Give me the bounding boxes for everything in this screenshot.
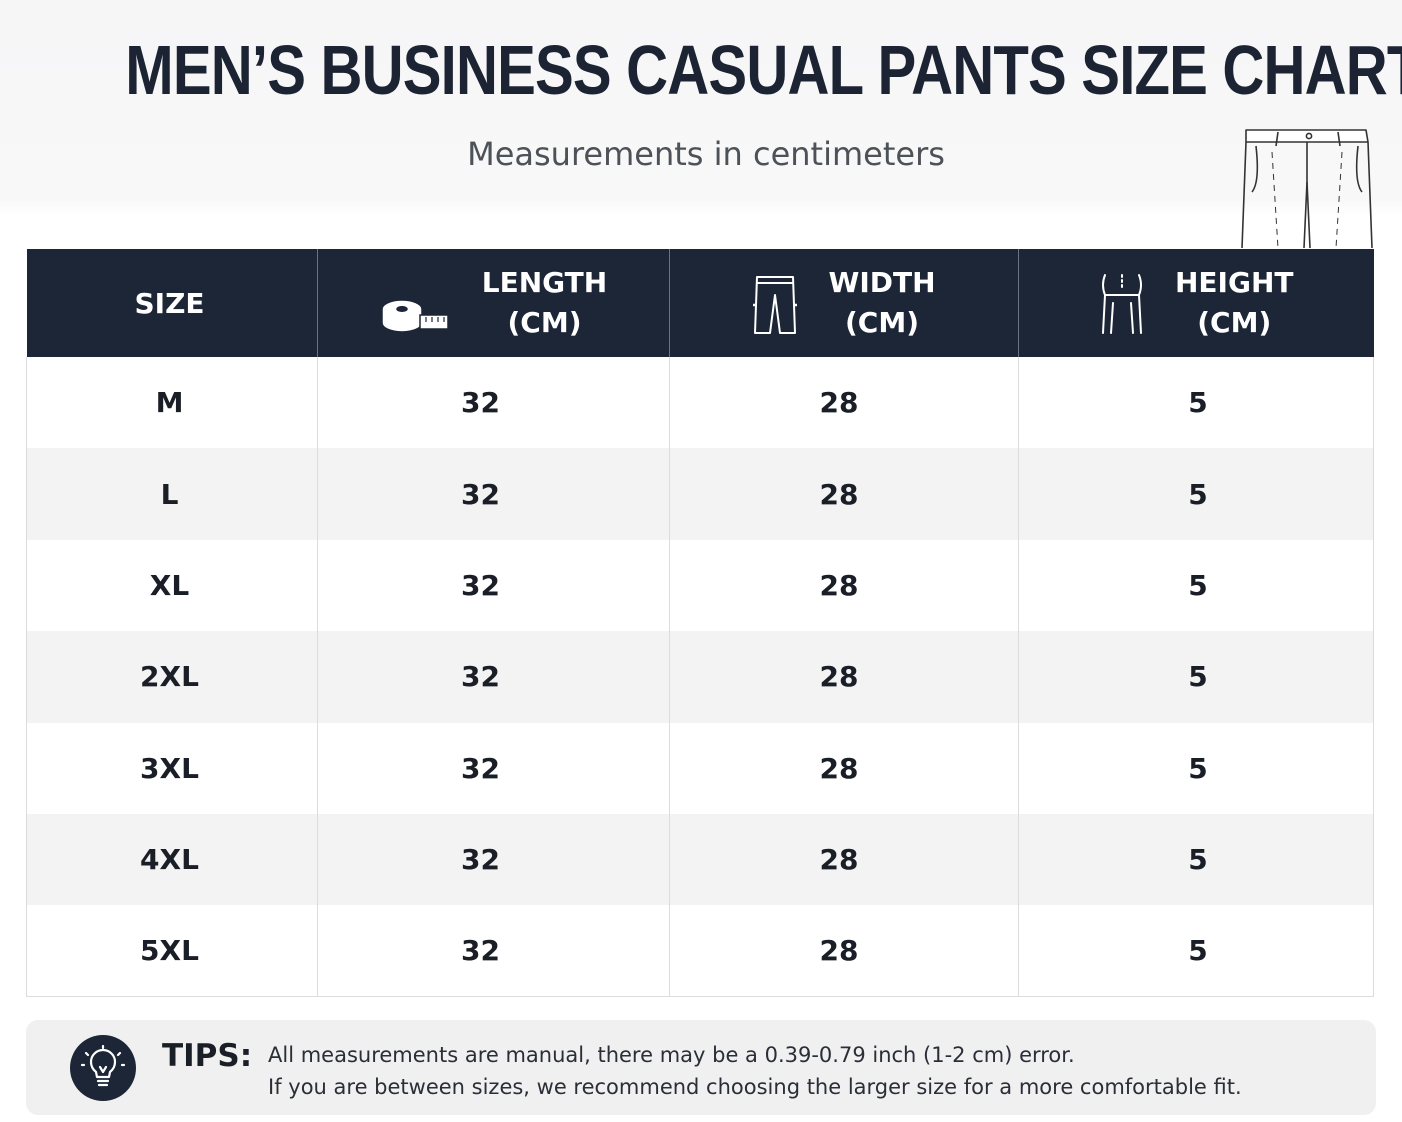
length-cell: 32 xyxy=(317,813,670,906)
width-cell: 28 xyxy=(669,539,1019,632)
table-row: 2XL 32 28 5 xyxy=(26,631,1374,723)
width-cell: 28 xyxy=(669,357,1019,449)
column-header-label: WIDTH xyxy=(828,266,936,299)
height-cell: 5 xyxy=(1018,448,1374,540)
height-cell: 5 xyxy=(1018,905,1374,998)
size-cell: L xyxy=(26,448,318,540)
tips-label: TIPS: xyxy=(162,1038,253,1074)
width-cell: 28 xyxy=(669,448,1019,540)
size-cell: 5XL xyxy=(26,905,318,998)
column-header-unit: (CM) xyxy=(507,306,582,339)
height-cell: 5 xyxy=(1018,813,1374,906)
column-header-height: HEIGHT (CM) xyxy=(1018,249,1374,357)
length-cell: 32 xyxy=(317,905,670,998)
width-cell: 28 xyxy=(669,631,1019,723)
tips-text: All measurements are manual, there may b… xyxy=(268,1039,1242,1103)
width-cell: 28 xyxy=(669,905,1019,998)
tape-measure-icon xyxy=(381,299,449,333)
height-cell: 5 xyxy=(1018,357,1374,449)
tips-line: All measurements are manual, there may b… xyxy=(268,1043,1075,1067)
length-cell: 32 xyxy=(317,357,670,449)
size-cell: 4XL xyxy=(26,813,318,906)
width-cell: 28 xyxy=(669,722,1019,814)
table-row: 3XL 32 28 5 xyxy=(26,722,1374,814)
length-cell: 32 xyxy=(317,631,670,723)
width-cell: 28 xyxy=(669,813,1019,906)
size-table: SIZE xyxy=(26,249,1374,998)
height-cell: 5 xyxy=(1018,539,1374,632)
column-header-width: WIDTH (CM) xyxy=(669,249,1019,357)
pants-outline-icon xyxy=(1241,129,1373,249)
tips-box: TIPS: All measurements are manual, there… xyxy=(26,1020,1376,1115)
page-title: MEN’S BUSINESS CASUAL PANTS SIZE CHART xyxy=(125,31,1402,109)
column-header-unit: (CM) xyxy=(1197,306,1272,339)
column-header-size: SIZE xyxy=(26,249,318,357)
table-row: L 32 28 5 xyxy=(26,448,1374,540)
lightbulb-icon xyxy=(80,1045,126,1087)
size-cell: 2XL xyxy=(26,631,318,723)
table-row: M 32 28 5 xyxy=(26,357,1374,449)
length-cell: 32 xyxy=(317,448,670,540)
length-cell: 32 xyxy=(317,722,670,814)
column-header-label: HEIGHT xyxy=(1175,266,1294,299)
column-header-label: LENGTH xyxy=(481,266,608,299)
length-cell: 32 xyxy=(317,539,670,632)
table-row: 4XL 32 28 5 xyxy=(26,813,1374,906)
size-cell: M xyxy=(26,357,318,449)
tips-badge xyxy=(70,1035,136,1101)
page-subtitle: Measurements in centimeters xyxy=(467,135,945,173)
waist-height-icon xyxy=(1102,274,1142,334)
table-header-row: SIZE xyxy=(26,249,1374,357)
height-cell: 5 xyxy=(1018,722,1374,814)
table-row: 5XL 32 28 5 xyxy=(26,905,1374,998)
column-header-unit: (CM) xyxy=(844,306,919,339)
column-header-length: LENGTH (CM) xyxy=(317,249,670,357)
size-cell: 3XL xyxy=(26,722,318,814)
table-row: XL 32 28 5 xyxy=(26,539,1374,632)
height-cell: 5 xyxy=(1018,631,1374,723)
pants-width-icon xyxy=(753,276,798,334)
tips-line: If you are between sizes, we recommend c… xyxy=(268,1075,1242,1099)
size-cell: XL xyxy=(26,539,318,632)
column-header-label: SIZE xyxy=(134,286,205,320)
